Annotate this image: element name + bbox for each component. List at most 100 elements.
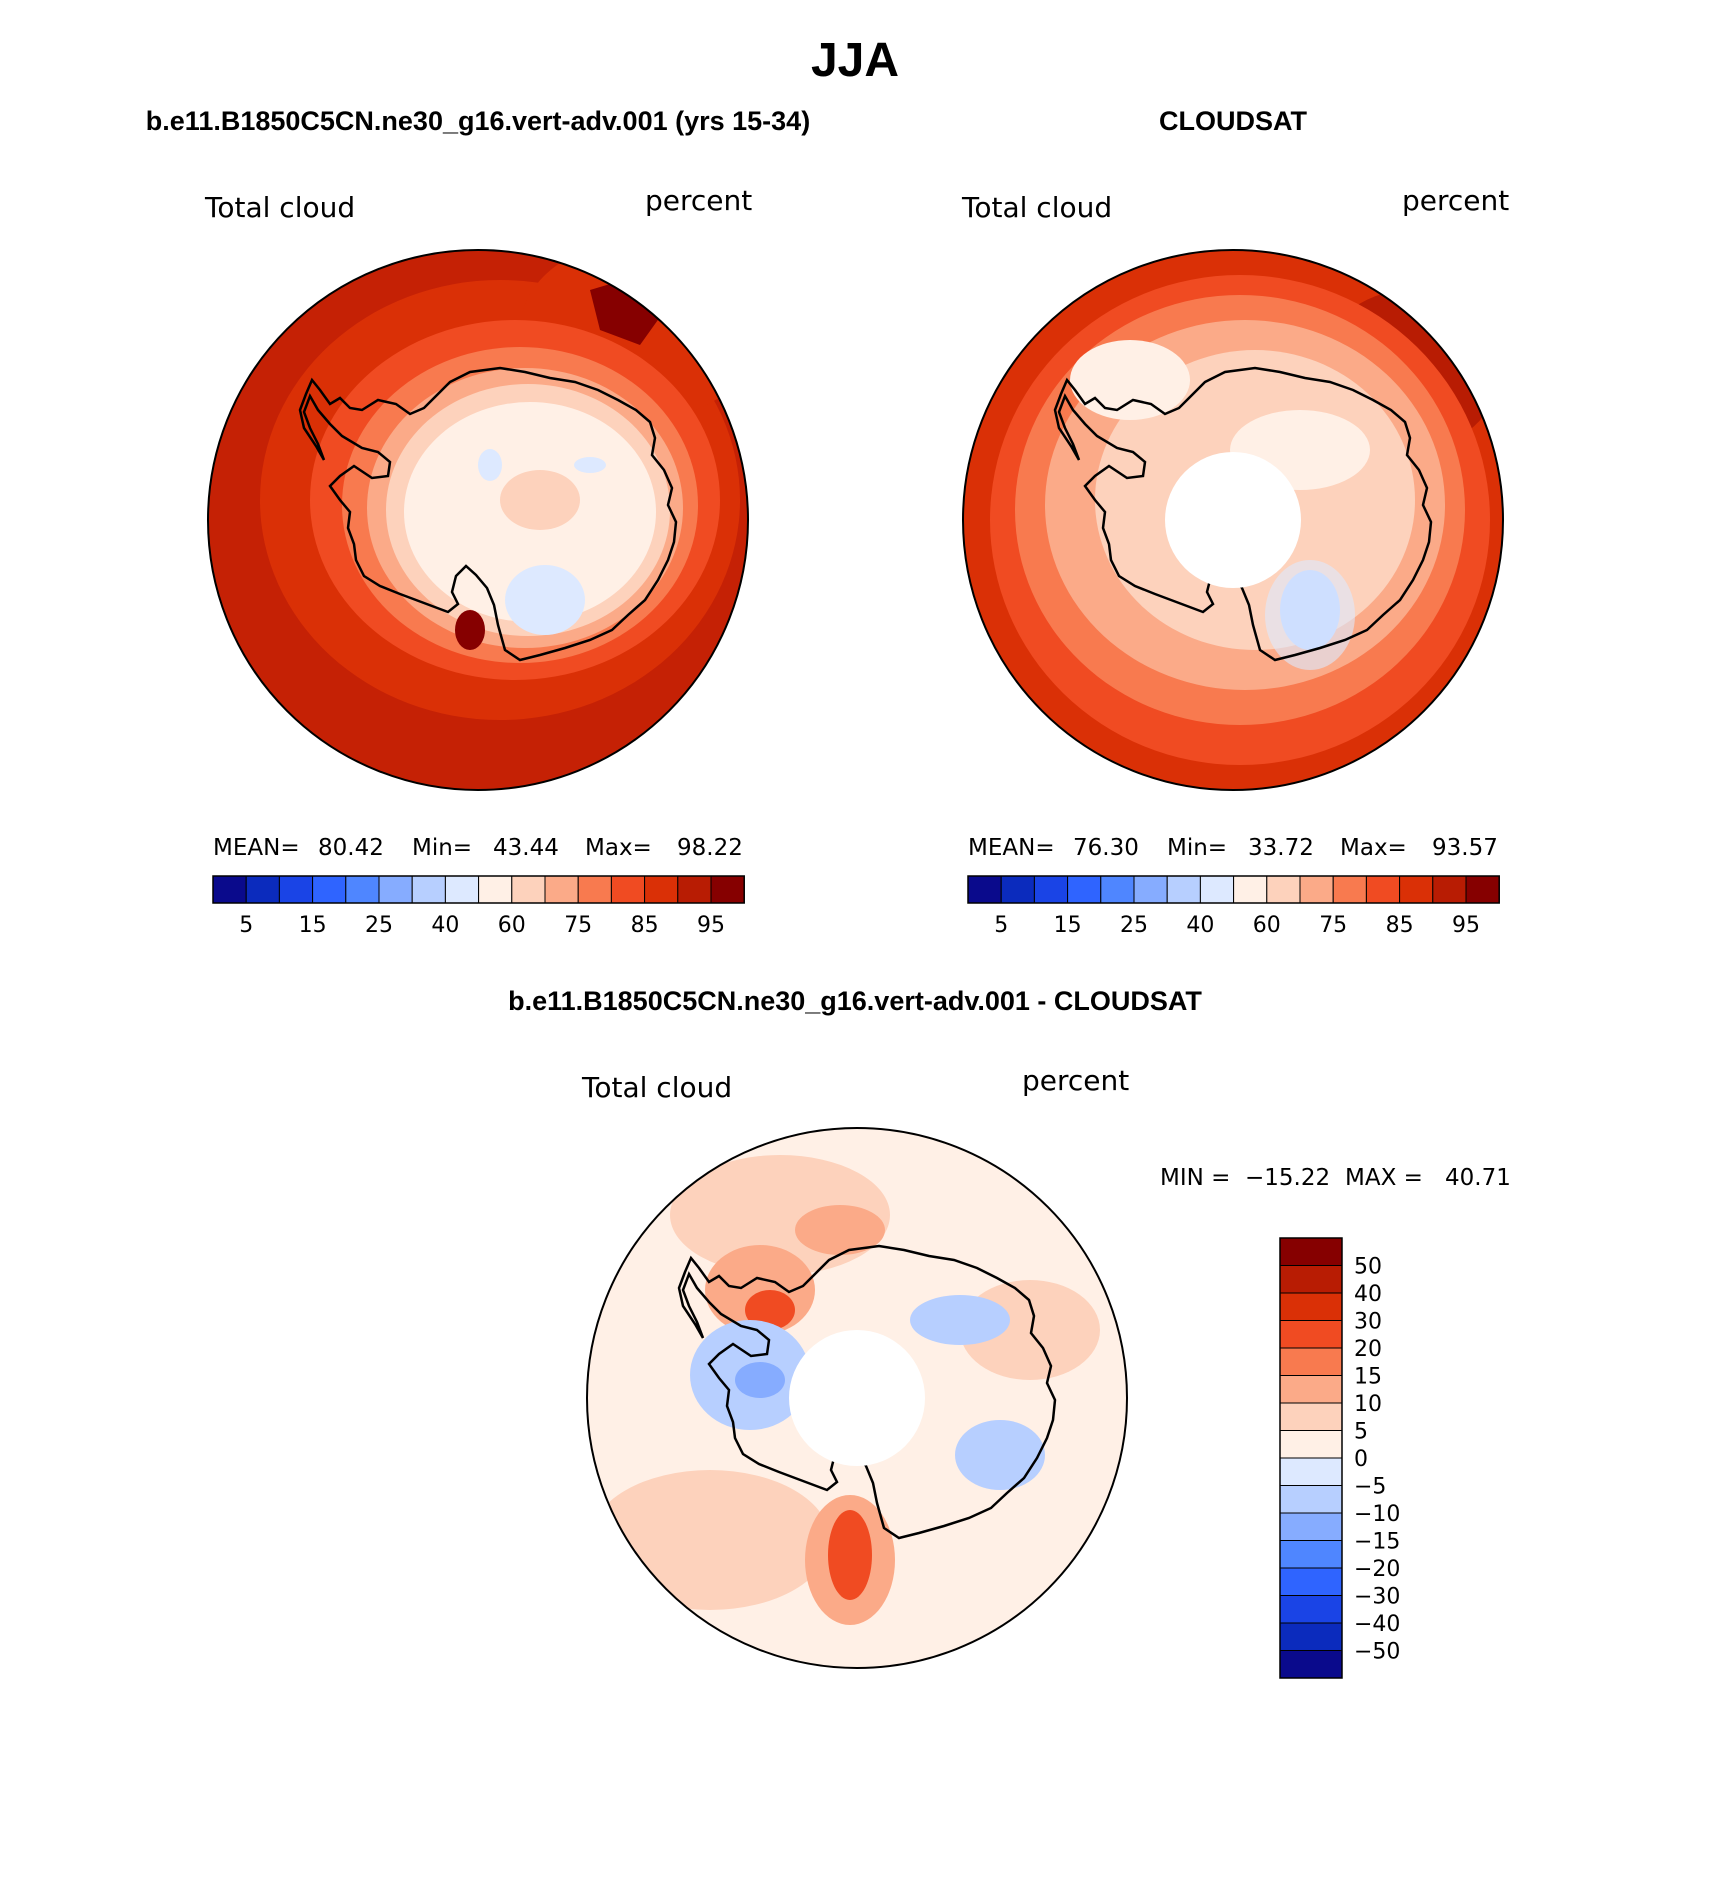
model-colorbar-box-7	[444, 875, 480, 904]
obs-colorbar-box-1	[1000, 875, 1035, 904]
obs-colorbar-box-0	[967, 875, 1002, 904]
obs-colorbar-tick: 25	[1120, 913, 1148, 938]
obs-colorbar-box-6	[1166, 875, 1201, 904]
diff-colorbar-tick: 10	[1354, 1392, 1382, 1417]
diff-colorbar-box-11	[1279, 1540, 1343, 1569]
model-interior-patch	[500, 470, 580, 530]
diff-pos-patch-5	[795, 1205, 885, 1255]
model-colorbar-box-8	[478, 875, 513, 904]
diff-colorbar-tick: −20	[1354, 1557, 1400, 1582]
diff-pos-patch-2	[590, 1470, 830, 1610]
model-colorbar-tick: 40	[431, 913, 459, 938]
diff-colorbar-frame	[1279, 1237, 1343, 1679]
obs-colorbar-box-2	[1033, 875, 1069, 904]
obs-colorbar: 5 15 25 40 60 75 85 95	[967, 875, 1500, 938]
diff-colorbar-tick: 50	[1354, 1255, 1382, 1280]
obs-colorbar-box-10	[1299, 875, 1334, 904]
model-colorbar-box-12	[610, 875, 646, 904]
diff-colorbar-tick: 15	[1354, 1365, 1382, 1390]
diff-colorbar-tick: 30	[1354, 1310, 1382, 1335]
model-colorbar-tick: 5	[239, 913, 253, 938]
diff-map	[587, 1128, 1127, 1668]
diff-colorbar-tick: −30	[1354, 1585, 1400, 1610]
obs-max-label: Max=	[1340, 835, 1407, 861]
model-blue-patch-2	[478, 449, 502, 481]
diff-colorbar-box-13	[1279, 1595, 1343, 1624]
obs-colorbar-box-8	[1233, 875, 1268, 904]
model-colorbar-tick: 85	[631, 913, 659, 938]
model-colorbar-box-9	[511, 875, 546, 904]
model-colorbar-box-1	[245, 875, 280, 904]
diff-max-value: 40.71	[1445, 1165, 1511, 1191]
diff-panel-title: b.e11.B1850C5CN.ne30_g16.vert-adv.001 - …	[508, 986, 1202, 1016]
model-colorbar-box-4	[345, 875, 380, 904]
diff-strong-patch	[828, 1510, 872, 1600]
model-colorbar-box-3	[312, 875, 347, 904]
obs-colorbar-box-13	[1399, 875, 1434, 904]
model-colorbar-tick: 95	[697, 913, 725, 938]
obs-colorbar-tick: 60	[1253, 913, 1281, 938]
diff-variable-label: Total cloud	[581, 1071, 732, 1104]
obs-colorbar-box-15	[1465, 875, 1500, 904]
model-blue-patch-3	[574, 457, 606, 473]
model-colorbar-tick: 60	[498, 913, 526, 938]
diff-colorbar-box-1	[1279, 1265, 1343, 1294]
diff-colorbar-tick: 40	[1354, 1282, 1382, 1307]
diff-neg-core	[735, 1362, 785, 1398]
model-map-border	[207, 249, 749, 791]
model-max-label: Max=	[585, 835, 652, 861]
diff-colorbar-box-6	[1279, 1402, 1343, 1431]
model-colorbar-box-0	[212, 875, 247, 904]
diff-colorbar-box-7	[1279, 1430, 1343, 1459]
model-stats-line: MEAN= 80.42 Min= 43.44 Max= 98.22	[213, 835, 743, 861]
diff-colorbar-box-5	[1279, 1375, 1343, 1404]
model-colorbar: 5 15 25 40 60 75 85 95	[212, 875, 745, 938]
obs-colorbar-tick: 85	[1386, 913, 1414, 938]
diff-min-label: MIN =	[1160, 1165, 1230, 1191]
obs-stats-line: MEAN= 76.30 Min= 33.72 Max= 93.57	[968, 835, 1498, 861]
diff-panel: Total cloud percent MIN = −15.22 MAX = 4…	[581, 1064, 1511, 1679]
model-colorbar-tick: 75	[564, 913, 592, 938]
obs-mean-label: MEAN=	[968, 835, 1055, 861]
model-colorbar-tick: 25	[365, 913, 393, 938]
diff-colorbar-box-8	[1279, 1457, 1343, 1486]
model-colorbar-box-10	[544, 875, 579, 904]
obs-min-label: Min=	[1167, 835, 1227, 861]
diff-polar-gap	[789, 1330, 925, 1466]
diff-colorbar-box-3	[1279, 1320, 1343, 1349]
diff-neg-patch-3	[910, 1295, 1010, 1345]
model-units-label: percent	[645, 184, 752, 217]
diff-strong-patch-2	[745, 1290, 795, 1330]
model-variable-label: Total cloud	[204, 191, 355, 224]
diff-colorbar-tick: 20	[1354, 1337, 1382, 1362]
obs-panel: Total cloud percent MEAN= 76.30 Min= 33.…	[961, 184, 1509, 938]
obs-light-patch-1	[1070, 340, 1190, 420]
model-map	[208, 250, 748, 790]
diff-colorbar-tick: 0	[1354, 1447, 1368, 1472]
diff-colorbar-box-14	[1279, 1622, 1343, 1651]
model-colorbar-box-15	[710, 875, 745, 904]
obs-colorbar-box-4	[1100, 875, 1135, 904]
diff-colorbar-box-0	[1279, 1237, 1343, 1266]
obs-colorbar-tick: 15	[1054, 913, 1082, 938]
diff-colorbar-box-9	[1279, 1485, 1343, 1514]
model-max-value: 98.22	[677, 835, 743, 861]
obs-variable-label: Total cloud	[961, 191, 1112, 224]
obs-colorbar-box-3	[1067, 875, 1102, 904]
obs-min-value: 33.72	[1248, 835, 1314, 861]
obs-colorbar-tick: 5	[994, 913, 1008, 938]
diff-stats-line: MIN = −15.22 MAX = 40.71	[1160, 1165, 1511, 1191]
model-colorbar-box-6	[411, 875, 446, 904]
diff-min-value: −15.22	[1245, 1165, 1330, 1191]
diff-colorbar-box-4	[1279, 1347, 1343, 1376]
obs-units-label: percent	[1402, 184, 1509, 217]
obs-map-border	[962, 249, 1504, 791]
diff-neg-patch-2	[955, 1420, 1045, 1490]
right-panel-title: CLOUDSAT	[1159, 106, 1307, 136]
model-colorbar-box-11	[577, 875, 612, 904]
model-colorbar-box-2	[278, 875, 314, 904]
season-title: JJA	[811, 34, 899, 87]
obs-max-value: 93.57	[1432, 835, 1498, 861]
